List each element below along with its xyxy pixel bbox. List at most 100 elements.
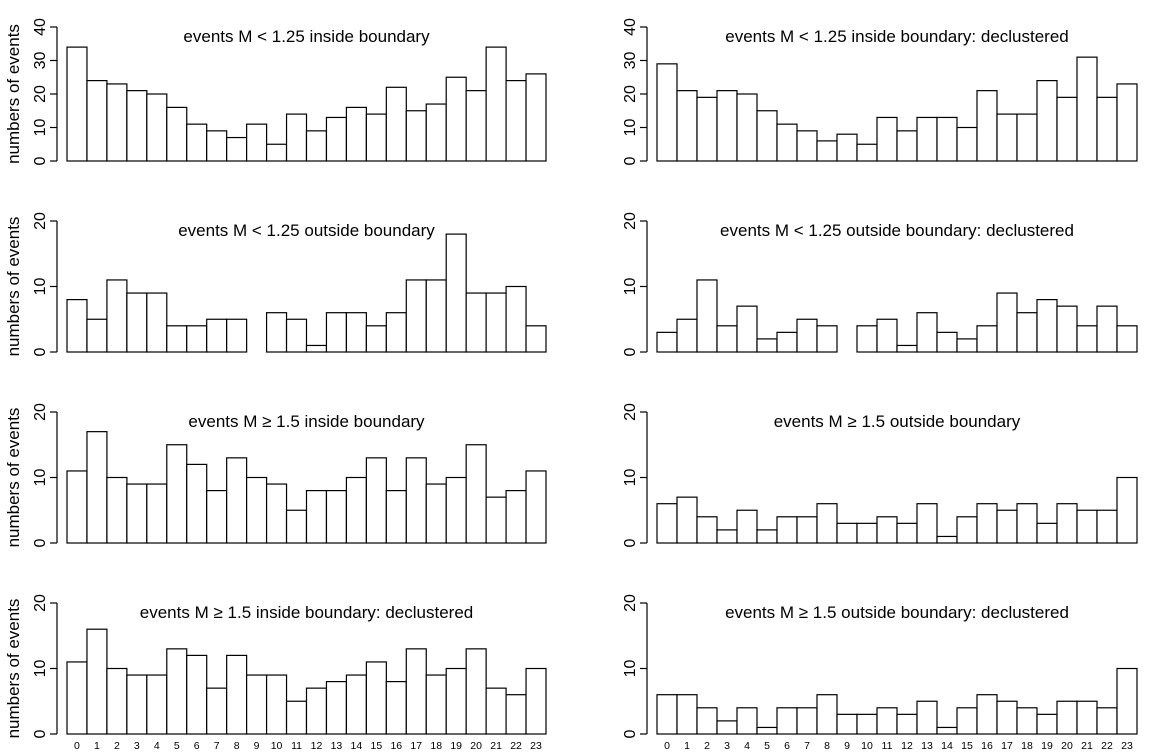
histogram-bar [86,431,108,544]
x-tick-label: 17 [1001,740,1013,752]
y-axis-label: numbers of events [4,599,23,739]
histogram-bar [485,687,507,735]
histogram-bar [1076,700,1098,735]
panel-title: events M < 1.25 inside boundary: declust… [725,27,1069,46]
y-tick-label: 10 [622,278,639,296]
histogram-bar [385,680,407,735]
histogram-bar [1056,503,1078,544]
histogram-bar [365,325,387,353]
histogram-bar [385,490,407,544]
histogram-bar [736,93,758,162]
histogram-bar [676,90,698,162]
histogram-bar [936,726,958,735]
y-tick-label: 10 [622,119,639,137]
y-tick-label: 30 [622,52,639,70]
histogram-bar [325,680,348,735]
histogram-bar [525,470,547,544]
y-tick-label: 20 [622,85,639,103]
x-tick-label: 16 [981,740,993,752]
histogram-bar [916,116,938,162]
x-tick-label: 21 [490,740,502,752]
histogram-bar [525,325,547,353]
x-tick-label: 6 [194,740,200,752]
histogram-bar [166,106,188,162]
histogram-bar [776,331,798,353]
histogram-bar [226,457,248,544]
histogram-bar [186,325,208,353]
histogram-bar [676,694,698,735]
histogram-bar [305,687,328,735]
x-tick-label: 0 [664,740,670,752]
histogram-bar [1056,700,1078,735]
histogram-bar [1056,305,1078,353]
histogram-bar [656,503,678,544]
panel-title: events M < 1.25 inside boundary [183,27,430,46]
histogram-bar [285,113,308,162]
y-axis-label: numbers of events [4,217,23,357]
histogram-bar [736,305,758,353]
histogram-bar [166,325,188,353]
histogram-bar [816,694,838,735]
y-tick-label: 20 [32,212,49,230]
histogram-bar [916,312,938,353]
histogram-bar [445,233,467,353]
y-tick-label: 30 [32,52,49,70]
histogram-bar [465,648,487,735]
histogram-bar [265,143,288,162]
y-tick-label: 10 [622,469,639,487]
histogram-bar [956,707,978,735]
x-tick-label: 5 [764,740,770,752]
y-tick-label: 10 [622,660,639,678]
histogram-bar [896,522,918,544]
x-tick-label: 6 [784,740,790,752]
x-tick-label: 8 [824,740,830,752]
histogram-bar [896,344,918,353]
histogram-bar [716,325,738,353]
x-tick-label: 7 [214,740,220,752]
histogram-bar [1076,325,1098,353]
histogram-bar [146,292,168,353]
histogram-bar [385,312,407,353]
histogram-bar [776,123,798,162]
histogram-bar [716,720,738,735]
histogram-bar [1016,312,1038,353]
histogram-bar [445,667,467,735]
histogram-panel: 0 10 20 30 40 events M < 1.25 inside boundary… [622,18,1138,165]
histogram-bar [285,318,308,353]
histogram-bar [876,318,898,353]
histogram-bar [876,516,898,544]
histogram-bar [405,279,427,353]
x-tick-label: 12 [311,740,323,752]
panel-title: events M < 1.25 outside boundary: declus… [720,221,1074,240]
histogram-bar [525,667,547,735]
panel-title: events M ≥ 1.5 outside boundary: declust… [725,603,1069,622]
histogram-bar [656,694,678,735]
histogram-bar [836,522,858,544]
x-tick-label: 18 [1021,740,1033,752]
x-tick-label: 17 [410,740,422,752]
x-tick-label: 0 [74,740,80,752]
histogram-bar [1036,299,1058,353]
histogram-bar [86,79,108,162]
histogram-bar [676,318,698,353]
histogram-bar [816,140,838,162]
histogram-bar [485,46,507,162]
histogram-bar [856,522,878,544]
histogram-bar [445,76,467,162]
histogram-bar [1116,667,1138,735]
histogram-bar [956,338,978,353]
x-tick-label: 1 [94,740,100,752]
histogram-bar [465,90,487,162]
histogram-bar [696,279,718,353]
histogram-bar [756,338,778,353]
histogram-bar [976,90,998,162]
histogram-panel: 0 10 20 events M ≥ 1.5 inside boundary numbe… [4,403,547,547]
histogram-bar [1036,79,1058,162]
histogram-bar [996,509,1018,544]
x-tick-label: 19 [450,740,462,752]
histogram-bar [1096,707,1118,735]
y-tick-label: 0 [622,538,639,547]
x-tick-label: 9 [844,740,850,752]
histogram-panel: 0 10 20 events M ≥ 1.5 outside boundary [622,403,1138,547]
